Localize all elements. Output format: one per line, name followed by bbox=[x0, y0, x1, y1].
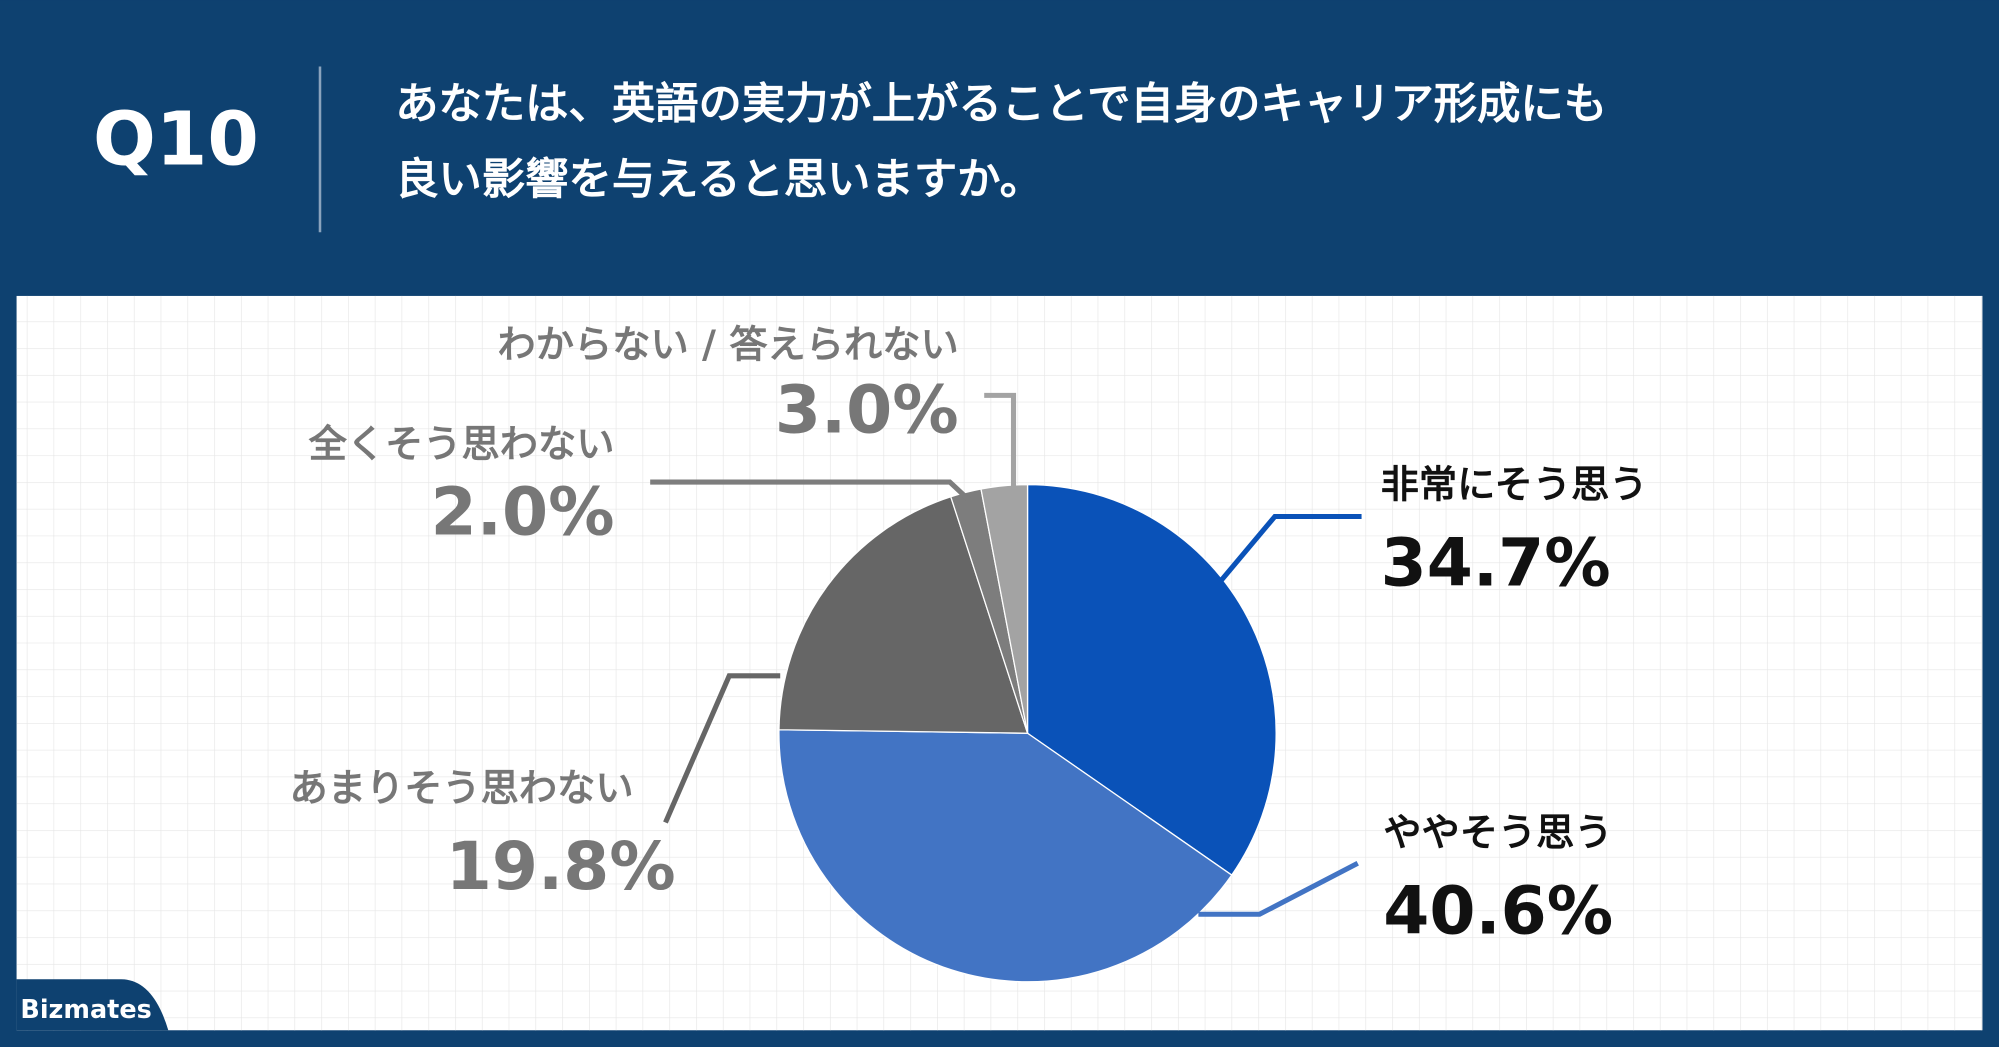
pie-chart: 非常にそう思う 34.7% ややそう思う 40.6% あまりそう思わない 19.8% 全くそ… bbox=[289, 323, 1648, 983]
category-label: ややそう思う bbox=[1383, 812, 1612, 856]
value-label: 34.7% bbox=[1381, 524, 1611, 602]
leader-line bbox=[984, 392, 1017, 491]
pie-slice bbox=[778, 495, 1029, 734]
leader-line bbox=[1198, 860, 1359, 917]
category-label: あまりそう思わない bbox=[289, 767, 633, 811]
value-label: 19.8% bbox=[446, 827, 676, 905]
leader-line bbox=[1219, 513, 1362, 582]
value-label: 3.0% bbox=[775, 371, 959, 449]
pie-slice bbox=[980, 483, 1029, 734]
pie-slice bbox=[778, 729, 1233, 983]
category-label: 非常にそう思う bbox=[1381, 464, 1648, 508]
value-label: 2.0% bbox=[431, 473, 615, 551]
value-label: 40.6% bbox=[1383, 872, 1613, 950]
category-label: わからない / 答えられない bbox=[498, 323, 959, 367]
category-label: 全くそう思わない bbox=[308, 422, 615, 467]
question-number: Q10 bbox=[93, 97, 259, 183]
logo: Bizmates bbox=[20, 995, 151, 1025]
leader-line bbox=[663, 673, 781, 824]
title-line: 良い影響を与えると思いますか。 bbox=[395, 155, 1043, 205]
logo-tab bbox=[16, 979, 169, 1031]
pie-slice bbox=[1026, 483, 1277, 876]
title-line: あなたは、英語の実力が上がることで自身のキャリア形成にも bbox=[395, 80, 1607, 130]
leader-line bbox=[650, 479, 971, 502]
